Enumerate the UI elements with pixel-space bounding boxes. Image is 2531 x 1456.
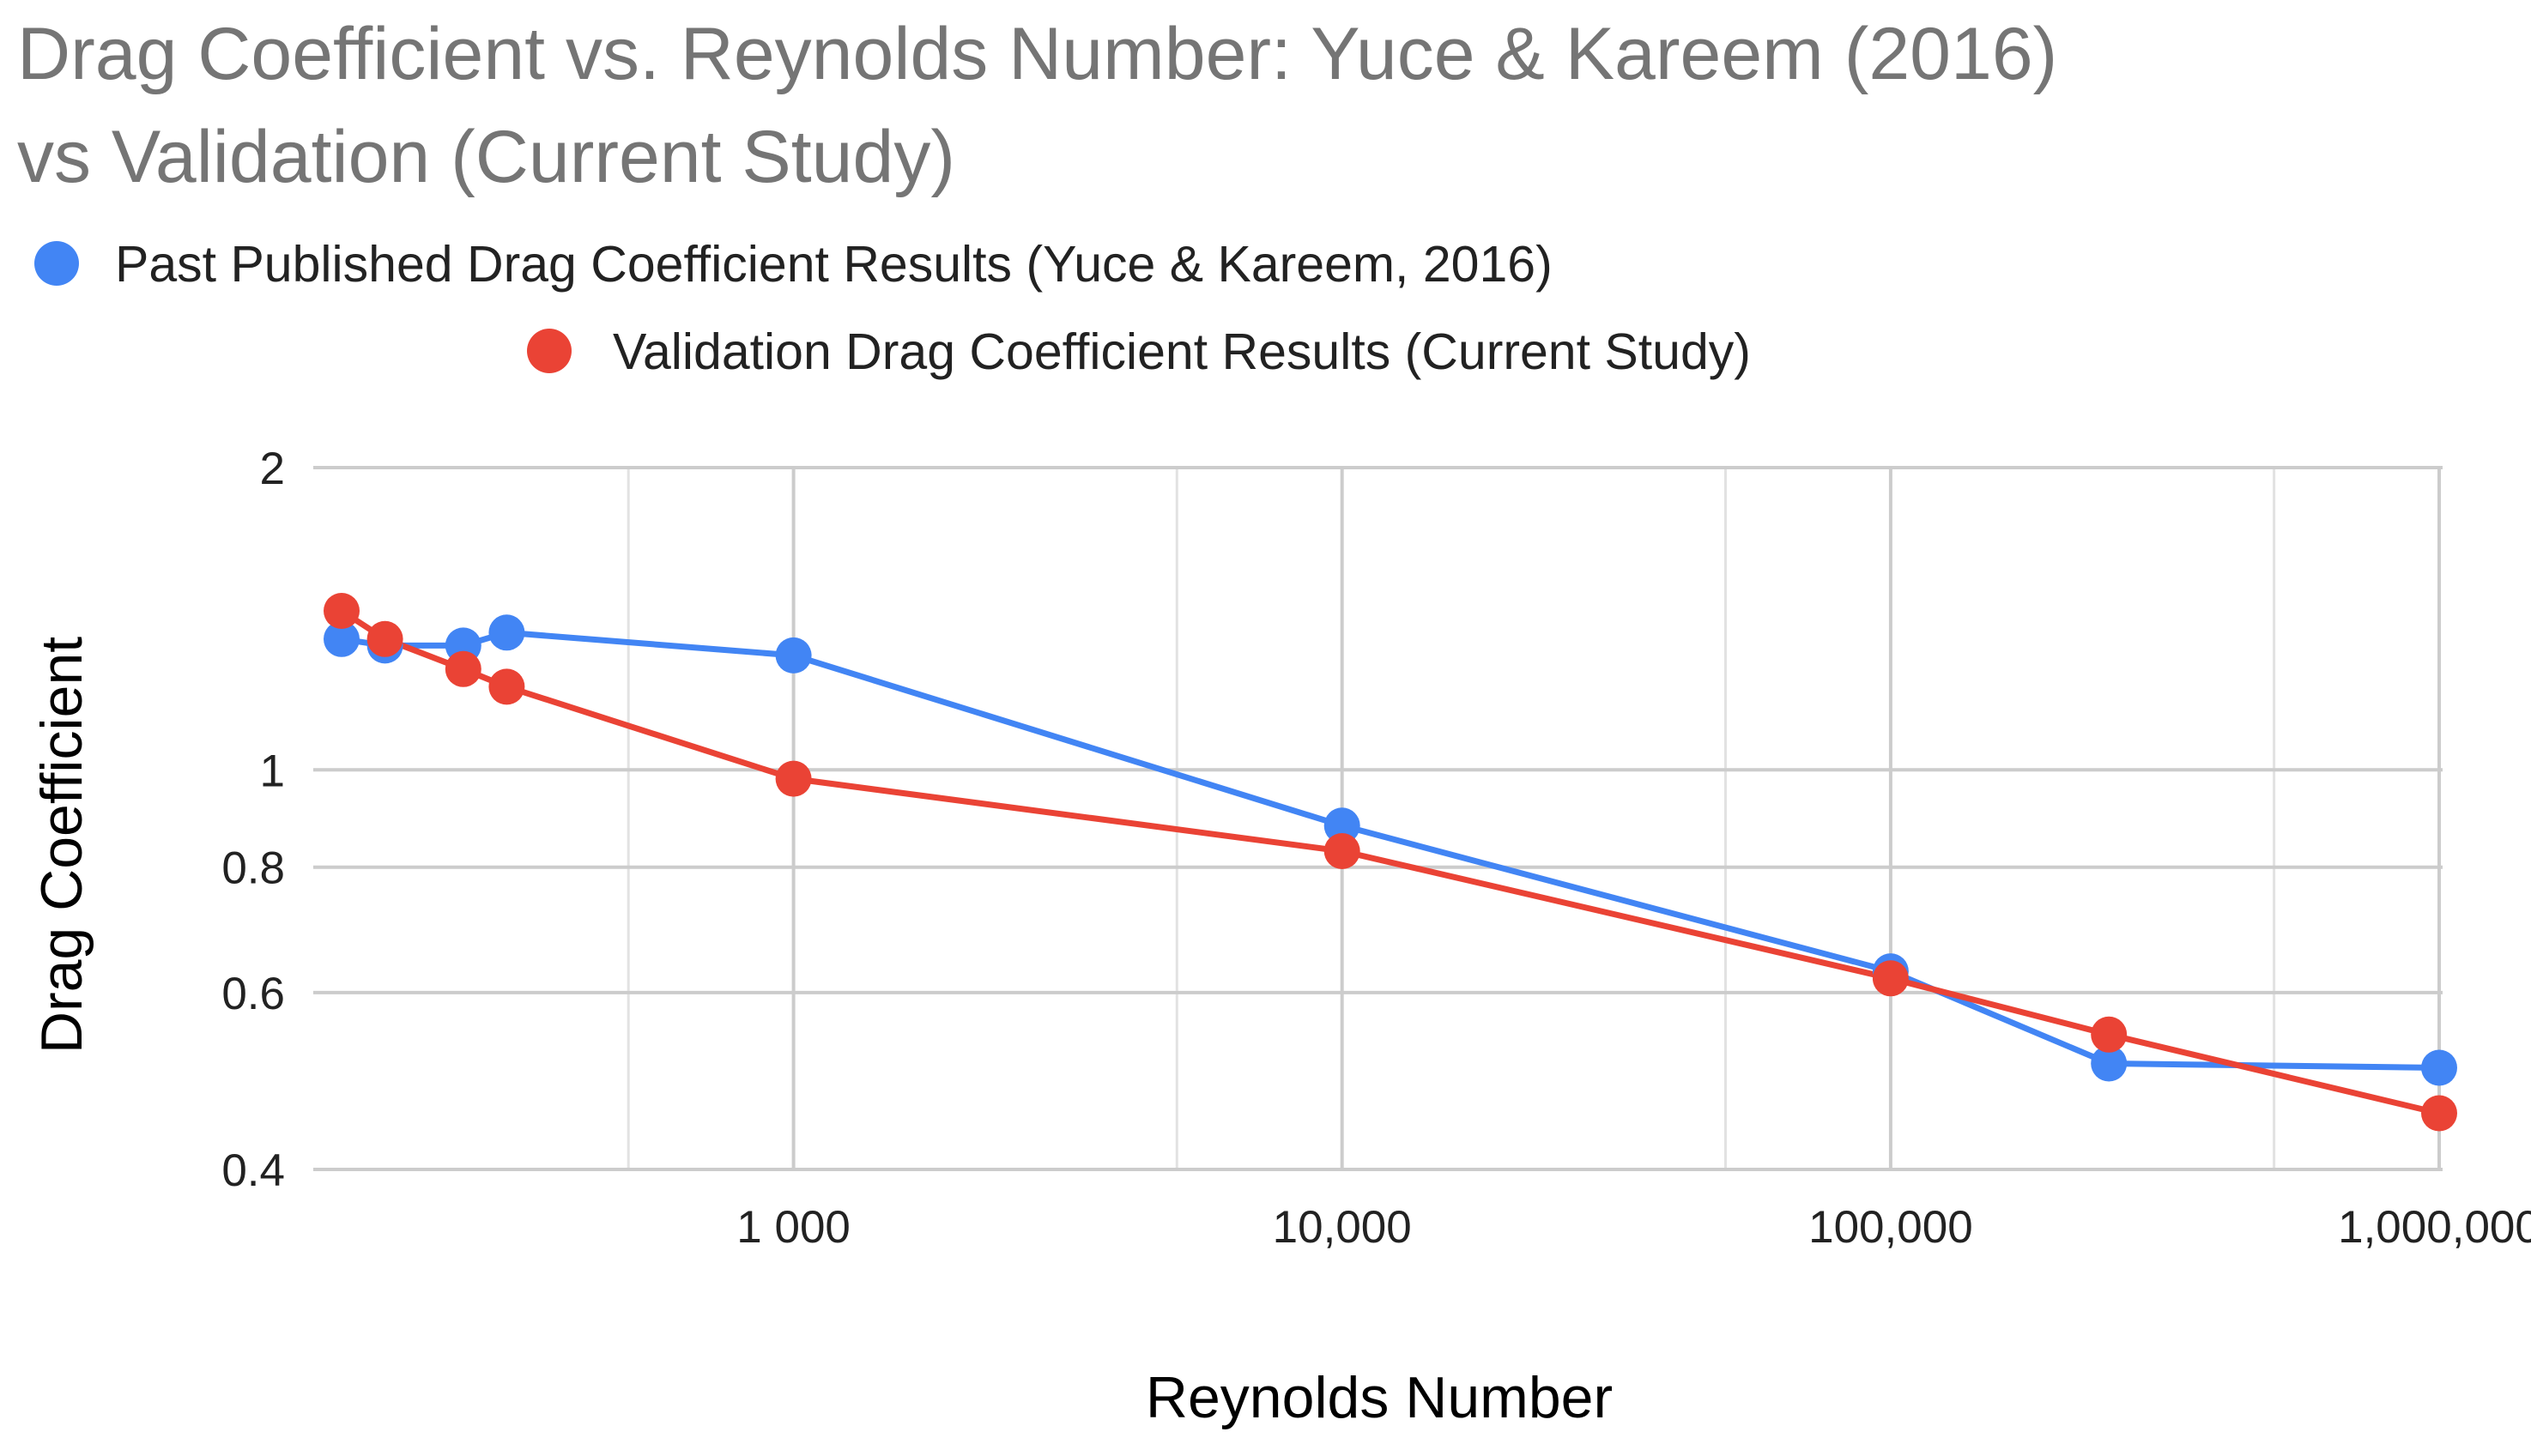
data-point-series-1[interactable] <box>2421 1095 2457 1132</box>
data-point-series-0[interactable] <box>1323 807 1360 844</box>
chart-title-line-1: Drag Coefficient vs. Reynolds Number: Yu… <box>17 13 2057 95</box>
y-tick-label: 1 <box>260 746 285 796</box>
x-tick-label: 1,000,000 <box>2338 1202 2531 1253</box>
series-line-0 <box>338 629 2443 1071</box>
legend-label-past-published: Past Published Drag Coefficient Results … <box>115 236 1553 293</box>
x-tick-label: 100,000 <box>1808 1202 1973 1253</box>
y-axis-title: Drag Coefficient <box>29 637 94 1054</box>
data-series <box>324 593 2457 1132</box>
y-axis-tick-labels: 0.4 0.6 0.8 1 2 <box>221 444 285 1196</box>
x-tick-label: 1 000 <box>736 1202 851 1253</box>
data-point-series-1[interactable] <box>775 760 812 797</box>
data-point-series-1[interactable] <box>366 620 403 657</box>
y-tick-label: 0.8 <box>221 843 285 894</box>
legend-marker-validation <box>527 329 572 373</box>
legend-marker-past-published <box>34 241 79 286</box>
data-point-series-1[interactable] <box>1872 960 1909 997</box>
data-point-series-0[interactable] <box>324 620 360 657</box>
data-point-series-0[interactable] <box>775 637 812 674</box>
legend-label-validation: Validation Drag Coefficient Results (Cur… <box>613 323 1751 380</box>
y-tick-label: 2 <box>260 444 285 494</box>
data-point-series-1[interactable] <box>324 593 360 629</box>
legend: Past Published Drag Coefficient Results … <box>34 236 1751 380</box>
x-axis-tick-labels: 1 000 10,000 100,000 1,000,000 <box>736 1202 2531 1253</box>
data-point-series-1[interactable] <box>1323 833 1360 869</box>
chart-title-line-2: vs Validation (Current Study) <box>17 116 955 198</box>
data-point-series-0[interactable] <box>2421 1049 2457 1086</box>
data-point-series-1[interactable] <box>488 668 525 705</box>
y-tick-label: 0.6 <box>221 969 285 1019</box>
x-tick-label: 10,000 <box>1273 1202 1412 1253</box>
data-point-series-1[interactable] <box>2091 1016 2128 1053</box>
data-point-series-0[interactable] <box>488 614 525 651</box>
x-axis-title: Reynolds Number <box>1146 1365 1613 1430</box>
data-point-series-0[interactable] <box>2091 1045 2128 1082</box>
y-tick-label: 0.4 <box>221 1145 285 1196</box>
data-point-series-1[interactable] <box>445 650 481 687</box>
